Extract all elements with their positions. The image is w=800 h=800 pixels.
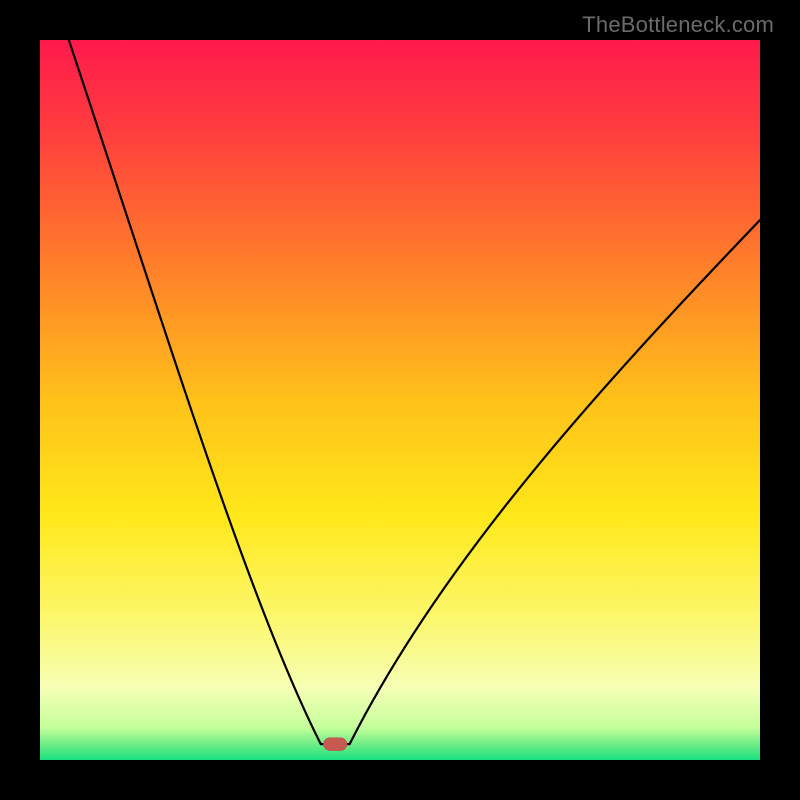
bottleneck-chart xyxy=(40,40,760,760)
gradient-background xyxy=(40,40,760,760)
optimal-point-marker xyxy=(323,738,347,751)
watermark-text: TheBottleneck.com xyxy=(582,12,774,38)
